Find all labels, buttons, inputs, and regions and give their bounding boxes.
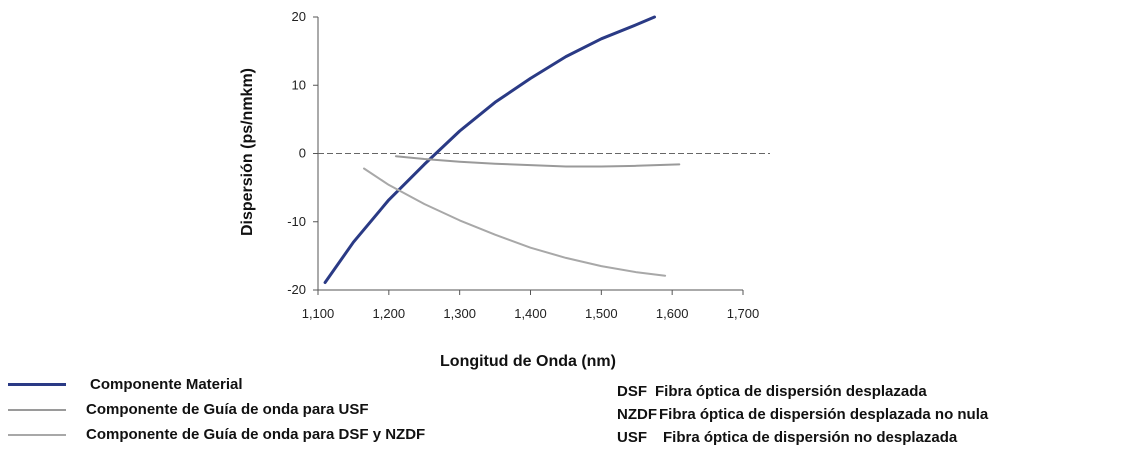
chart-axes: 20 10 0 -10 -20 1,100 1,200 1,300 1,400 1,500 1,60… — [287, 9, 770, 321]
legend-item-dsf-nzdf: Componente de Guía de onda para DSF y NZ… — [8, 422, 425, 447]
abbreviation-code: DSF — [617, 383, 647, 400]
x-tick-label: 1,400 — [514, 306, 547, 321]
x-tick-label: 1,500 — [585, 306, 618, 321]
legend-label-dsf-nzdf: Componente de Guía de onda para DSF y NZ… — [86, 426, 426, 443]
x-tick-label: 1,700 — [727, 306, 760, 321]
x-tick-label: 1,100 — [302, 306, 335, 321]
legend-swatch-dsf-nzdf — [8, 433, 66, 436]
legend-label-usf: Componente de Guía de onda para USF — [86, 401, 369, 418]
series-line-3 — [363, 167, 667, 277]
abbreviation-code: NZDF — [617, 406, 657, 423]
abbreviation-nzdf: NZDF Fibra óptica de dispersión desplaza… — [617, 406, 988, 429]
y-tick-label: -20 — [287, 282, 306, 297]
abbreviation-text: Fibra óptica de dispersión no desplazada — [663, 429, 958, 446]
series-line-1 — [323, 15, 656, 284]
y-tick-label: 20 — [292, 9, 306, 24]
x-tick-label: 1,200 — [373, 306, 406, 321]
x-axis-title: Longitud de Onda (nm) — [440, 353, 616, 370]
abbreviation-code: USF — [617, 429, 647, 446]
series-line-2 — [394, 155, 681, 168]
legend-label-material: Componente Material — [90, 376, 243, 393]
abbreviation-text: Fibra óptica de dispersión desplazada — [655, 383, 927, 400]
y-axis-title: Dispersión (ps/nmkm) — [239, 68, 256, 236]
y-tick-label: 10 — [292, 77, 306, 92]
abbreviation-usf: USF Fibra óptica de dispersión no despla… — [617, 429, 988, 452]
x-tick-label: 1,600 — [656, 306, 689, 321]
chart-series — [323, 15, 681, 284]
legend-item-usf: Componente de Guía de onda para USF — [8, 397, 425, 422]
legend-swatch-material — [8, 383, 66, 386]
dispersion-chart: 20 10 0 -10 -20 1,100 1,200 1,300 1,400 1,500 1,60… — [239, 9, 770, 370]
abbreviation-list: DSF Fibra óptica de dispersión desplazad… — [617, 383, 988, 452]
abbreviation-dsf: DSF Fibra óptica de dispersión desplazad… — [617, 383, 988, 406]
y-tick-label: 0 — [299, 146, 306, 161]
legend-item-material: Componente Material — [8, 372, 425, 397]
legend: Componente Material Componente de Guía d… — [8, 372, 425, 447]
abbreviation-text: Fibra óptica de dispersión desplazada no… — [659, 406, 989, 423]
x-tick-label: 1,300 — [443, 306, 476, 321]
legend-swatch-usf — [8, 408, 66, 411]
y-tick-label: -10 — [287, 214, 306, 229]
